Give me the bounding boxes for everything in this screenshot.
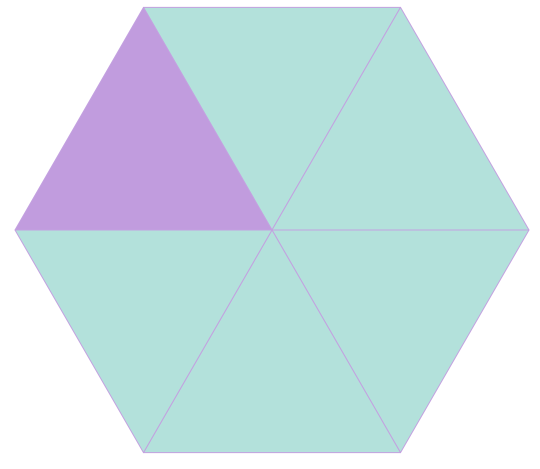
hexagon-triangles: [14, 6, 530, 454]
triangle-upper-left-shaded: [14, 6, 273, 231]
